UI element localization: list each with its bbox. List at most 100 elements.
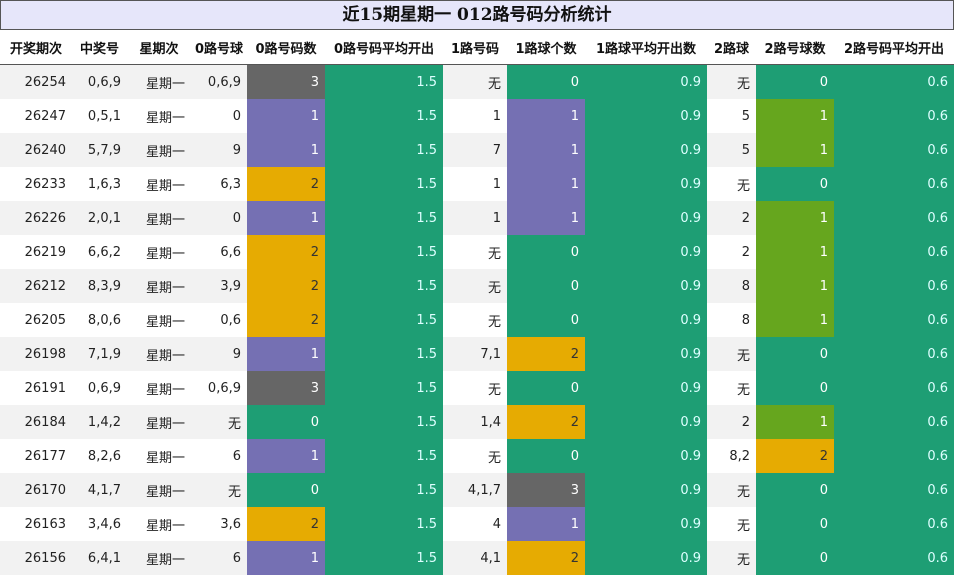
cell-weekday: 星期一	[127, 133, 191, 167]
cell-numbers: 8,2,6	[72, 439, 127, 473]
cell-r0: 3,9	[191, 269, 247, 303]
cell-r0: 0	[191, 201, 247, 235]
cell-r2-avg: 0.6	[834, 133, 954, 167]
cell-r1: 1	[443, 201, 507, 235]
cell-r1-avg: 0.9	[585, 541, 707, 575]
cell-r0-avg: 1.5	[325, 64, 443, 99]
cell-r1-count: 1	[507, 201, 585, 235]
cell-issue: 26198	[0, 337, 72, 371]
cell-r2: 5	[707, 99, 756, 133]
cell-numbers: 8,0,6	[72, 303, 127, 337]
cell-issue: 26254	[0, 64, 72, 99]
header-r0-avg: 0路号码平均开出	[325, 30, 443, 65]
cell-r1: 无	[443, 235, 507, 269]
cell-numbers: 0,5,1	[72, 99, 127, 133]
cell-r1: 7,1	[443, 337, 507, 371]
cell-r1: 7	[443, 133, 507, 167]
cell-r2: 无	[707, 167, 756, 201]
cell-issue: 26184	[0, 405, 72, 439]
cell-numbers: 1,4,2	[72, 405, 127, 439]
header-numbers: 中奖号	[72, 30, 127, 65]
cell-r2: 2	[707, 405, 756, 439]
cell-r1-count: 1	[507, 507, 585, 541]
cell-weekday: 星期一	[127, 303, 191, 337]
cell-r0-count: 0	[247, 405, 325, 439]
cell-r2: 2	[707, 201, 756, 235]
cell-r1-avg: 0.9	[585, 201, 707, 235]
cell-r0-avg: 1.5	[325, 201, 443, 235]
cell-r0-count: 2	[247, 167, 325, 201]
cell-r1-avg: 0.9	[585, 507, 707, 541]
cell-r1: 无	[443, 64, 507, 99]
cell-issue: 26205	[0, 303, 72, 337]
table-row: 26156 6,4,1 星期一 6 1 1.5 4,1 2 0.9 无 0 0.6	[0, 541, 954, 575]
cell-r2-count: 2	[756, 439, 834, 473]
cell-r2-count: 0	[756, 371, 834, 405]
cell-r1: 1,4	[443, 405, 507, 439]
cell-r1-count: 0	[507, 64, 585, 99]
cell-r0-avg: 1.5	[325, 337, 443, 371]
cell-r1-avg: 0.9	[585, 473, 707, 507]
cell-r2-avg: 0.6	[834, 371, 954, 405]
cell-r0: 0	[191, 99, 247, 133]
cell-r0-avg: 1.5	[325, 507, 443, 541]
cell-r2-avg: 0.6	[834, 405, 954, 439]
cell-r0-count: 1	[247, 439, 325, 473]
cell-r2-count: 1	[756, 405, 834, 439]
cell-r2-avg: 0.6	[834, 269, 954, 303]
cell-r0-count: 1	[247, 201, 325, 235]
cell-r1-count: 0	[507, 303, 585, 337]
cell-r2-count: 0	[756, 167, 834, 201]
cell-r2-count: 0	[756, 337, 834, 371]
cell-r0-count: 2	[247, 507, 325, 541]
table-row: 26205 8,0,6 星期一 0,6 2 1.5 无 0 0.9 8 1 0.6	[0, 303, 954, 337]
cell-r0: 0,6,9	[191, 371, 247, 405]
cell-numbers: 4,1,7	[72, 473, 127, 507]
header-row: 开奖期次 中奖号 星期次 0路号球 0路号码数 0路号码平均开出 1路号码 1路…	[0, 30, 954, 65]
cell-weekday: 星期一	[127, 507, 191, 541]
cell-r0-count: 1	[247, 99, 325, 133]
header-weekday: 星期次	[127, 30, 191, 65]
cell-r2-count: 0	[756, 507, 834, 541]
cell-r1-count: 0	[507, 269, 585, 303]
cell-r1-avg: 0.9	[585, 133, 707, 167]
cell-r2-avg: 0.6	[834, 99, 954, 133]
cell-r2: 8,2	[707, 439, 756, 473]
cell-r0: 6,6	[191, 235, 247, 269]
cell-r2-count: 1	[756, 201, 834, 235]
cell-r0: 3,6	[191, 507, 247, 541]
cell-r2: 无	[707, 507, 756, 541]
cell-numbers: 3,4,6	[72, 507, 127, 541]
cell-weekday: 星期一	[127, 337, 191, 371]
cell-r0-count: 3	[247, 64, 325, 99]
analysis-table: 开奖期次 中奖号 星期次 0路号球 0路号码数 0路号码平均开出 1路号码 1路…	[0, 30, 954, 575]
cell-r2: 无	[707, 541, 756, 575]
cell-r0-avg: 1.5	[325, 439, 443, 473]
cell-r2-avg: 0.6	[834, 167, 954, 201]
cell-r0: 0,6	[191, 303, 247, 337]
cell-r0: 9	[191, 133, 247, 167]
cell-r1-count: 0	[507, 439, 585, 473]
cell-issue: 26156	[0, 541, 72, 575]
cell-r0-count: 1	[247, 133, 325, 167]
cell-r0-avg: 1.5	[325, 303, 443, 337]
cell-r0: 6	[191, 439, 247, 473]
cell-numbers: 5,7,9	[72, 133, 127, 167]
cell-r0-count: 2	[247, 269, 325, 303]
cell-r0-avg: 1.5	[325, 133, 443, 167]
cell-r1: 1	[443, 167, 507, 201]
cell-r1-count: 0	[507, 371, 585, 405]
cell-r2-avg: 0.6	[834, 541, 954, 575]
cell-issue: 26177	[0, 439, 72, 473]
cell-weekday: 星期一	[127, 201, 191, 235]
table-row: 26163 3,4,6 星期一 3,6 2 1.5 4 1 0.9 无 0 0.6	[0, 507, 954, 541]
cell-r1: 4,1	[443, 541, 507, 575]
cell-r2-avg: 0.6	[834, 337, 954, 371]
cell-weekday: 星期一	[127, 371, 191, 405]
cell-r0: 无	[191, 473, 247, 507]
cell-r2-count: 1	[756, 133, 834, 167]
cell-r2: 8	[707, 269, 756, 303]
cell-r2-avg: 0.6	[834, 507, 954, 541]
cell-r2-count: 0	[756, 64, 834, 99]
cell-weekday: 星期一	[127, 235, 191, 269]
